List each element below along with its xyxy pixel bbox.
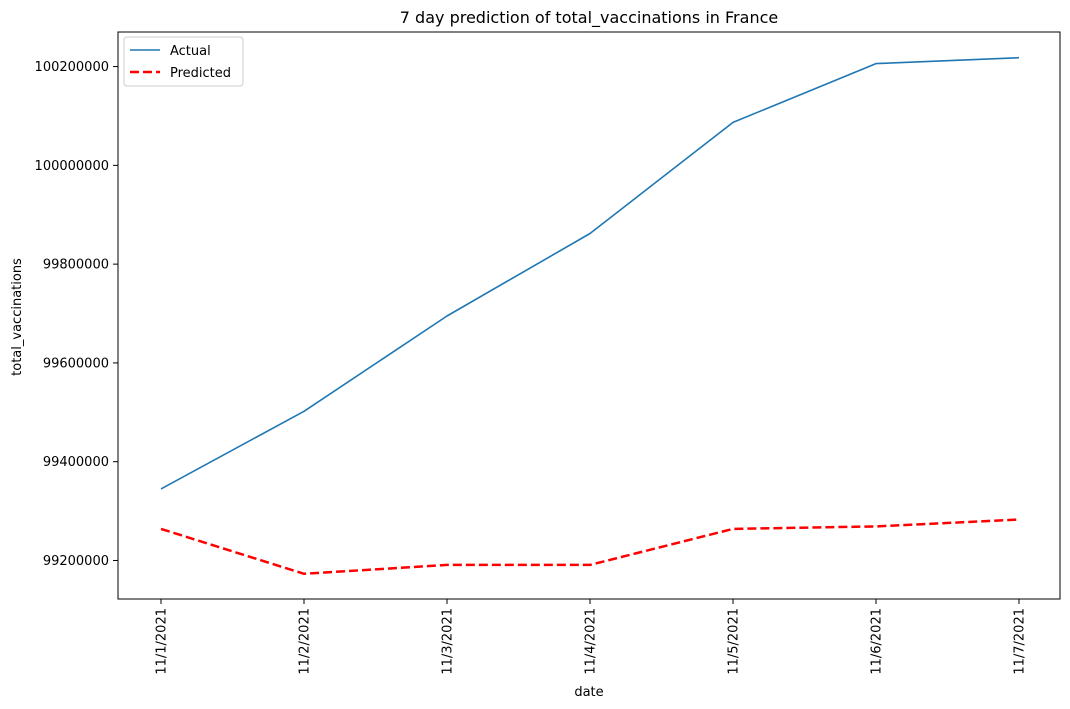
x-tick-label: 11/6/2021 — [870, 608, 885, 675]
x-tick-label: 11/5/2021 — [727, 608, 742, 675]
y-tick-label: 99400000 — [43, 455, 109, 470]
x-tick-label: 11/4/2021 — [584, 608, 599, 675]
x-tick-label: 11/7/2021 — [1013, 608, 1028, 675]
y-tick-label: 99800000 — [43, 258, 109, 273]
ticks-layer: 99200000 99400000 99600000 99800000 10000000… — [35, 60, 1028, 675]
series-line-predicted — [160, 518, 1020, 576]
y-tick-label: 100000000 — [35, 159, 109, 174]
series-line-actual — [160, 56, 1020, 490]
y-tick-label: 100200000 — [35, 60, 109, 75]
legend-label-predicted: Predicted — [170, 66, 231, 81]
series-layer — [160, 56, 1020, 576]
chart-title: 7 day prediction of total_vaccinations i… — [400, 8, 778, 28]
plot-frame — [117, 31, 1061, 600]
x-tick-label: 11/1/2021 — [155, 608, 170, 675]
x-axis-label: date — [574, 685, 603, 700]
y-tick-label: 99200000 — [43, 554, 109, 569]
y-axis-label: total_vaccinations — [10, 258, 25, 376]
x-tick-label: 11/2/2021 — [298, 608, 313, 675]
x-tick-label: 11/3/2021 — [441, 608, 456, 675]
legend-label-actual: Actual — [170, 44, 211, 59]
y-tick-label: 99600000 — [43, 356, 109, 371]
legend: Actual Predicted — [123, 36, 244, 87]
